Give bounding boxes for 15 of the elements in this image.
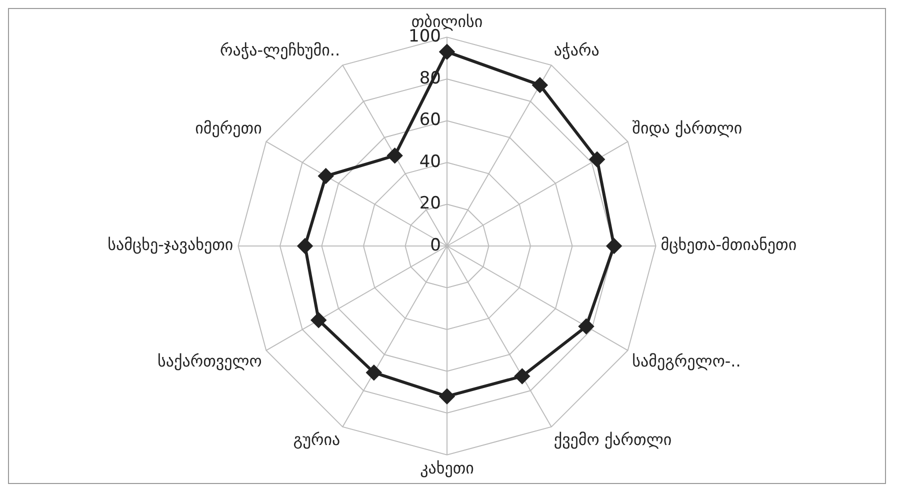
spoke-label: სამეგრელო-.. <box>632 352 741 371</box>
spoke-label: გურია <box>293 430 340 449</box>
spoke-label: აჭარა <box>554 40 600 60</box>
spoke-label: შიდა ქართლი <box>632 118 742 138</box>
spoke-label: იმერეთი <box>195 118 262 138</box>
spoke-label: რაჭა-ლეჩხუმი.. <box>220 40 340 60</box>
spoke-label: სამცხე-ჯავახეთი <box>108 235 234 254</box>
y-tick-label: 20 <box>419 194 441 214</box>
spoke-label: ქვემო ქართლი <box>554 430 672 449</box>
y-tick-label: 40 <box>419 152 441 172</box>
y-tick-label: 0 <box>430 235 441 256</box>
spoke-label: საქართველო <box>158 352 262 371</box>
spoke-label: მცხეთა-მთიანეთი <box>660 235 797 254</box>
y-tick-label: 60 <box>419 110 441 130</box>
spoke-label: კახეთი <box>420 458 474 478</box>
